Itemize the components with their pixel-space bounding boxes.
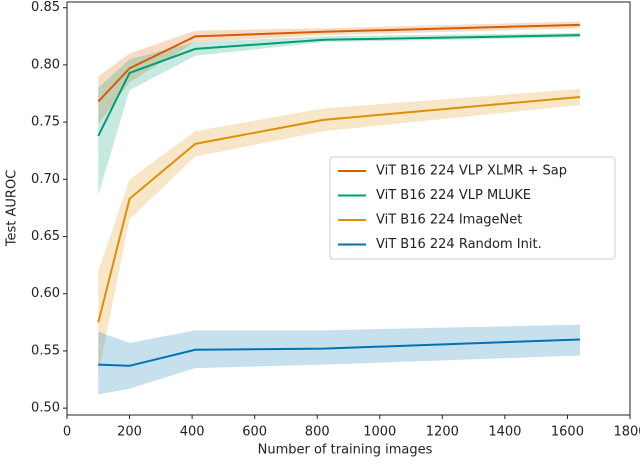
y-tick-label: 0.55	[31, 343, 60, 358]
plot-frame	[66, 1, 631, 416]
y-tick-label: 0.70	[31, 172, 60, 187]
series-line	[97, 95, 581, 323]
y-tick-label: 0.50	[31, 401, 60, 416]
legend-label: ViT B16 224 Random Init.	[376, 237, 542, 252]
confidence-band	[98, 324, 580, 395]
y-tick-label: 0.85	[31, 0, 60, 15]
y-tick-label: 0.60	[31, 286, 60, 301]
x-tick-label: 1400	[488, 425, 521, 440]
legend-label: ViT B16 224 VLP MLUKE	[376, 188, 531, 203]
series-line	[97, 34, 580, 137]
x-axis-label: Number of training images	[258, 443, 433, 458]
series-line	[98, 338, 580, 367]
legend-label: ViT B16 224 ImageNet	[376, 213, 522, 228]
x-tick-label: 1800	[613, 425, 640, 440]
series-line	[97, 23, 580, 103]
y-axis-label: Test AUROC	[5, 170, 20, 247]
x-tick-label: 1000	[363, 425, 396, 440]
x-tick-label: 1200	[426, 425, 459, 440]
x-tick-label: 600	[242, 425, 267, 440]
x-tick-label: 400	[180, 425, 205, 440]
y-tick-label: 0.75	[31, 115, 60, 130]
legend-box	[329, 156, 616, 260]
x-tick-label: 0	[63, 425, 71, 440]
y-tick-label: 0.80	[31, 57, 60, 72]
y-tick-label: 0.65	[31, 229, 60, 244]
legend-label: ViT B16 224 VLP XLMR + Sap	[376, 164, 567, 179]
x-tick-label: 1600	[551, 425, 584, 440]
x-tick-label: 200	[117, 425, 142, 440]
x-tick-label: 800	[305, 425, 330, 440]
